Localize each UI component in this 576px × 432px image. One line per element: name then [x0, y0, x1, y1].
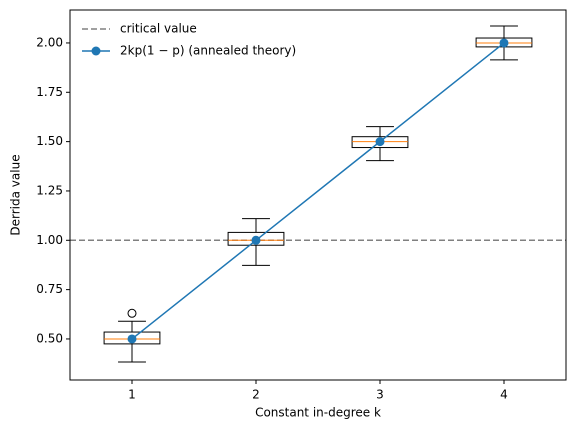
line: [131, 42, 505, 340]
y-tick-label: 1.00: [36, 233, 63, 247]
y-tick-label: 2.00: [36, 35, 63, 49]
x-tick-label: 4: [500, 388, 508, 402]
box: [227, 231, 285, 246]
legend-marker: [91, 46, 101, 56]
x-tick-label: 1: [128, 388, 136, 402]
x-axis-label: Constant in-degree k: [255, 406, 381, 420]
y-tick-label: 1.75: [36, 85, 63, 99]
y-axis-label: Derrida value: [9, 154, 23, 235]
box: [103, 331, 161, 345]
plot-frame: [69, 9, 567, 381]
x-tick-label: 3: [376, 388, 384, 402]
y-tick-label: 0.50: [36, 331, 63, 345]
y-tick-label: 1.25: [36, 183, 63, 197]
flier: [127, 308, 137, 318]
y-tick-label: 0.75: [36, 282, 63, 296]
marker: [251, 235, 261, 245]
marker: [375, 137, 385, 147]
x-tick-label: 2: [252, 388, 260, 402]
legend-label: 2kp(1 − p) (annealed theory): [120, 44, 296, 58]
marker: [499, 38, 509, 48]
marker: [127, 334, 137, 344]
legend-label: critical value: [120, 22, 197, 36]
y-tick-label: 1.50: [36, 134, 63, 148]
